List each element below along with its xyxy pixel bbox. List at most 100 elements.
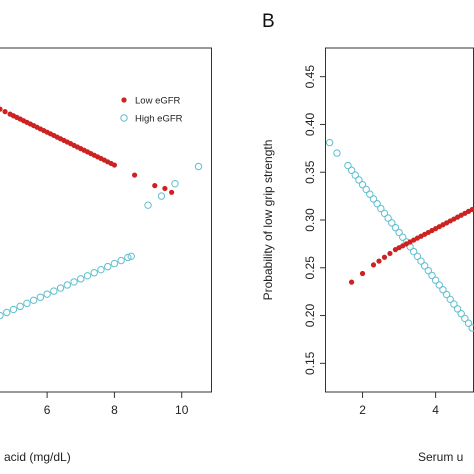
x-axis-a: 6 8 10 xyxy=(44,392,189,417)
x-tick-label: 6 xyxy=(44,403,51,417)
high-egfr-point xyxy=(380,209,389,218)
high-egfr-point xyxy=(50,287,58,295)
high-egfr-point xyxy=(171,179,179,188)
high-egfr-point xyxy=(43,290,51,298)
high-egfr-point xyxy=(333,149,341,157)
high-egfr-point xyxy=(103,262,112,271)
high-egfr-point xyxy=(36,293,45,301)
x-tick-label: 4 xyxy=(432,403,439,417)
high-egfr-point xyxy=(23,299,31,308)
high-egfr-point xyxy=(0,311,4,320)
y-tick-label: 0.20 xyxy=(303,304,317,328)
high-egfr-point xyxy=(83,272,92,280)
y-tick-label: 0.25 xyxy=(303,256,317,280)
legend: Low eGFR High eGFR xyxy=(120,96,183,125)
high-egfr-point xyxy=(431,276,440,284)
legend-label-high-egfr: High eGFR xyxy=(135,114,183,125)
points-b xyxy=(325,138,474,332)
high-egfr-point xyxy=(399,233,407,241)
high-egfr-point xyxy=(373,200,381,208)
high-egfr-point xyxy=(63,281,72,289)
high-egfr-point xyxy=(344,161,352,170)
x-axis-label-b: Serum u xyxy=(418,450,463,464)
y-axis-b: 0.15 0.20 0.25 0.30 0.35 0.40 0.45 xyxy=(303,65,326,375)
high-egfr-point xyxy=(117,256,125,265)
high-egfr-point xyxy=(77,275,85,283)
high-egfr-point xyxy=(362,185,370,194)
high-egfr-point xyxy=(446,295,454,304)
panel-letter-b: B xyxy=(262,11,275,32)
high-egfr-point xyxy=(157,192,166,200)
y-tick-label: 0.45 xyxy=(303,65,317,89)
low-egfr-point xyxy=(162,185,168,192)
low-egfr-point xyxy=(348,279,355,285)
low-egfr-point xyxy=(152,183,158,189)
high-egfr-point xyxy=(417,257,425,265)
high-egfr-point xyxy=(369,195,378,203)
x-axis-label-a: acid (mg/dL) xyxy=(4,450,71,464)
high-egfr-point xyxy=(127,252,135,261)
high-egfr-point xyxy=(56,284,65,292)
low-egfr-point xyxy=(387,250,393,257)
high-egfr-point xyxy=(90,269,98,277)
low-egfr-point xyxy=(132,172,138,178)
high-egfr-point xyxy=(194,162,203,171)
high-egfr-point xyxy=(468,324,474,332)
high-egfr-point xyxy=(9,305,18,314)
high-egfr-point xyxy=(442,290,451,299)
y-tick-label: 0.30 xyxy=(303,208,317,232)
x-tick-label: 10 xyxy=(175,403,189,417)
y-tick-label: 0.40 xyxy=(303,112,317,136)
panel-a: 6 8 10 acid (mg/dL) Low eGFR High eGFR xyxy=(0,47,212,464)
high-egfr-point xyxy=(439,286,447,294)
high-egfr-point xyxy=(384,214,392,222)
high-egfr-point xyxy=(410,247,418,256)
y-axis-label-b: Probability of low grip strength xyxy=(261,140,275,301)
high-egfr-point xyxy=(16,302,24,311)
high-egfr-point xyxy=(450,300,458,308)
high-egfr-point xyxy=(124,253,132,262)
plot-frame-a xyxy=(0,47,212,393)
high-egfr-point xyxy=(461,314,469,323)
high-egfr-point xyxy=(391,223,400,232)
high-egfr-point xyxy=(420,262,429,270)
high-egfr-point xyxy=(424,266,433,275)
high-egfr-point xyxy=(464,319,473,327)
legend-marker-high-egfr xyxy=(120,114,128,122)
x-tick-label: 2 xyxy=(359,403,366,417)
high-egfr-point xyxy=(413,252,422,261)
low-egfr-point xyxy=(111,162,118,168)
high-egfr-point xyxy=(395,228,403,237)
low-egfr-point xyxy=(169,189,175,195)
high-egfr-point xyxy=(457,309,465,318)
low-egfr-point xyxy=(376,258,382,264)
high-egfr-point xyxy=(435,281,443,289)
high-egfr-point xyxy=(144,201,152,209)
low-egfr-point xyxy=(370,262,377,268)
high-egfr-point xyxy=(351,171,359,179)
low-egfr-point xyxy=(2,109,8,115)
high-egfr-point xyxy=(453,305,462,313)
high-egfr-point xyxy=(110,259,119,268)
low-egfr-point xyxy=(381,254,388,260)
x-tick-label: 8 xyxy=(111,403,118,417)
high-egfr-point xyxy=(355,176,363,184)
high-egfr-point xyxy=(29,296,38,304)
high-egfr-point xyxy=(70,278,78,286)
high-egfr-point xyxy=(3,308,11,317)
high-egfr-point xyxy=(388,219,396,227)
high-egfr-point xyxy=(428,271,436,280)
legend-marker-low-egfr xyxy=(121,97,127,103)
low-egfr-point xyxy=(469,206,474,213)
legend-label-low-egfr: Low eGFR xyxy=(135,96,181,107)
high-egfr-point xyxy=(358,180,367,189)
y-tick-label: 0.15 xyxy=(303,351,317,375)
high-egfr-point xyxy=(366,190,374,198)
high-egfr-point xyxy=(377,204,385,213)
high-egfr-point xyxy=(347,166,356,175)
low-egfr-point xyxy=(359,270,366,277)
low-egfr-point xyxy=(0,106,3,112)
